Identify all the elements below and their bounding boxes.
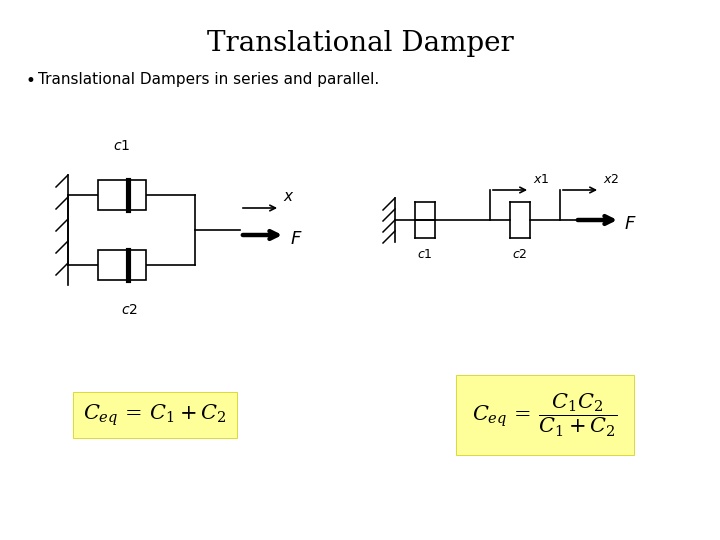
Text: $c2$: $c2$	[122, 303, 138, 317]
Text: $F$: $F$	[624, 215, 636, 233]
Text: $c1$: $c1$	[417, 248, 433, 261]
Text: $x2$: $x2$	[603, 173, 619, 186]
Text: $F$: $F$	[290, 230, 302, 248]
Text: $C_{eq}\, =\, C_1 + C_2$: $C_{eq}\, =\, C_1 + C_2$	[84, 402, 227, 428]
Text: Translational Damper: Translational Damper	[207, 30, 513, 57]
Text: $c1$: $c1$	[113, 139, 130, 153]
Text: $C_{eq}\, =\, \dfrac{C_1 C_2}{C_1 + C_2}$: $C_{eq}\, =\, \dfrac{C_1 C_2}{C_1 + C_2}…	[472, 392, 618, 438]
Bar	[98, 180, 146, 210]
Text: Translational Dampers in series and parallel.: Translational Dampers in series and para…	[38, 72, 379, 87]
Text: •: •	[25, 72, 35, 90]
Text: $c2$: $c2$	[512, 248, 528, 261]
Text: $x$: $x$	[283, 190, 294, 204]
Bar	[98, 250, 146, 280]
Text: $x1$: $x1$	[533, 173, 549, 186]
